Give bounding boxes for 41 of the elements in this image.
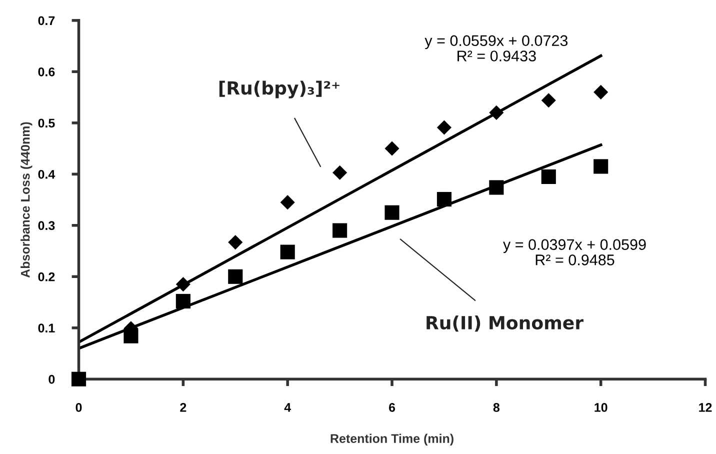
x-tick-label: 12 (699, 403, 712, 412)
point (332, 165, 348, 180)
point (124, 328, 138, 344)
point (176, 277, 190, 292)
y-tick-label: 0.4 (38, 170, 56, 179)
point (489, 105, 504, 120)
point (594, 159, 608, 174)
point (71, 372, 86, 386)
y-tick-label: 0.6 (38, 67, 55, 76)
point (176, 294, 190, 308)
x-tick-label: 10 (594, 403, 608, 412)
y-tick-label: 0.5 (38, 118, 55, 128)
point (280, 244, 295, 260)
x-tick-label: 2 (180, 403, 186, 412)
point (594, 84, 608, 100)
y-tick-label: 0 (48, 374, 55, 384)
point (228, 269, 243, 284)
x-tick-label: 4 (284, 403, 292, 412)
point (384, 141, 400, 156)
y-tick-label: 0.1 (38, 324, 55, 333)
point (489, 180, 504, 195)
annotation: Ru(II) Monomer (426, 316, 584, 332)
x-axis-title: Retention Time (min) (330, 434, 454, 446)
point (332, 223, 348, 238)
point (541, 93, 556, 108)
x-tick-label: 8 (493, 403, 500, 412)
y-axis-title: Absorbance Loss (440nm) (20, 122, 32, 278)
y-tick-label: 0.7 (38, 16, 55, 26)
y-tick-label: 0.2 (38, 272, 55, 282)
point (228, 235, 243, 250)
point (541, 169, 556, 184)
annotation: [Ru(bpy)₃]²⁺ (219, 80, 340, 98)
annotation: y = 0.0397x + 0.0599 R² = 0.9485 (503, 239, 646, 266)
point (280, 195, 295, 210)
y-tick-label: 0.3 (38, 221, 55, 230)
point (436, 192, 452, 207)
x-tick-label: 0 (76, 403, 82, 412)
annotation: y = 0.0559x + 0.0723 R² = 0.9433 (424, 35, 568, 62)
point (384, 205, 400, 220)
x-tick-label: 6 (388, 403, 396, 412)
point (436, 120, 452, 135)
